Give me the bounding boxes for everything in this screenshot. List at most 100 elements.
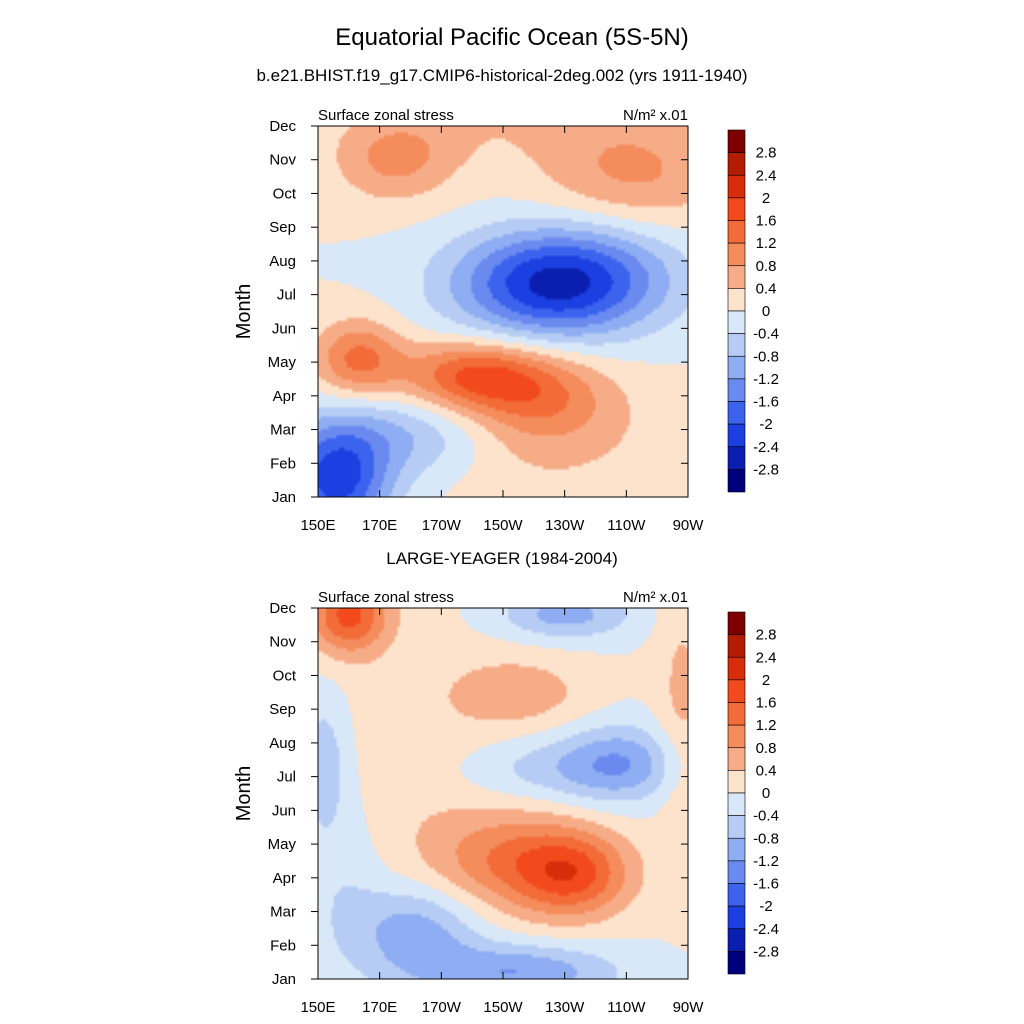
y-tick-label: Jun xyxy=(272,802,296,819)
y-tick-label: Jul xyxy=(277,769,296,786)
colorbar-swatch xyxy=(727,611,746,635)
colorbar-swatch xyxy=(727,174,746,199)
y-tick-label: Jul xyxy=(277,287,296,304)
colorbar-label: -0.4 xyxy=(753,326,779,343)
colorbar-label: -0.4 xyxy=(753,808,779,825)
x-tick-label: 150W xyxy=(483,517,523,534)
colorbar-swatch xyxy=(727,724,746,749)
x-tick-label: 150W xyxy=(483,999,523,1016)
x-tick-label: 90W xyxy=(673,517,705,534)
colorbar-swatch xyxy=(727,401,746,425)
colorbar-swatch xyxy=(727,265,746,289)
x-tick-label: 150E xyxy=(300,999,335,1016)
colorbar-swatch xyxy=(727,333,746,357)
panel-historical: b.e21.BHIST.f19_g17.CMIP6-historical-2de… xyxy=(233,66,779,534)
colorbar-label: 0 xyxy=(762,303,770,320)
y-tick-label: Feb xyxy=(270,937,296,954)
colorbar-swatch xyxy=(727,815,746,839)
colorbar-swatch xyxy=(727,928,746,952)
y-tick-label: Mar xyxy=(270,904,296,921)
y-tick-label: Dec xyxy=(269,600,296,617)
colorbar-swatch xyxy=(727,770,746,794)
contour-field xyxy=(318,608,688,979)
colorbar-label: -2.4 xyxy=(753,921,779,938)
colorbar-swatch xyxy=(727,702,746,726)
units-label: N/m² x.01 xyxy=(623,107,688,124)
colorbar-swatch xyxy=(727,220,746,244)
colorbar-swatch xyxy=(727,634,746,658)
y-tick-label: Jan xyxy=(272,971,296,988)
x-tick-label: 130W xyxy=(545,999,585,1016)
x-tick-label: 130W xyxy=(545,517,585,534)
colorbar-label: 0.4 xyxy=(756,762,777,779)
colorbar-swatch xyxy=(727,446,746,470)
colorbar-label: 1.2 xyxy=(756,235,777,252)
y-tick-label: Apr xyxy=(273,388,296,405)
colorbar-swatch xyxy=(727,905,746,930)
y-tick-label: Sep xyxy=(269,219,296,236)
colorbar-swatch xyxy=(727,837,746,862)
y-tick-label: Aug xyxy=(269,735,296,752)
colorbar-swatch xyxy=(727,860,746,884)
variable-label: Surface zonal stress xyxy=(318,107,454,124)
y-tick-label: May xyxy=(268,836,297,853)
colorbar-swatch xyxy=(727,469,746,493)
x-tick-label: 170E xyxy=(362,517,397,534)
colorbar-label: 1.2 xyxy=(756,717,777,734)
colorbar-label: -0.8 xyxy=(753,830,779,847)
panel-title: b.e21.BHIST.f19_g17.CMIP6-historical-2de… xyxy=(256,66,747,85)
figure-title: Equatorial Pacific Ocean (5S-5N) xyxy=(335,24,688,51)
colorbar-swatch xyxy=(727,656,746,681)
colorbar-swatch xyxy=(727,378,746,402)
x-tick-label: 170W xyxy=(422,999,462,1016)
colorbar-swatch xyxy=(727,679,746,703)
variable-label: Surface zonal stress xyxy=(318,589,454,606)
colorbar-label: 2 xyxy=(762,672,770,689)
colorbar-label: -1.2 xyxy=(753,371,779,388)
colorbar-label: -2.8 xyxy=(753,943,779,960)
y-tick-label: Jun xyxy=(272,320,296,337)
colorbar-label: 2 xyxy=(762,190,770,207)
y-tick-label: Mar xyxy=(270,422,296,439)
colorbar-label: 0.8 xyxy=(756,740,777,757)
x-tick-label: 90W xyxy=(673,999,705,1016)
colorbar-label: -1.6 xyxy=(753,394,779,411)
x-tick-label: 170W xyxy=(422,517,462,534)
y-tick-label: Apr xyxy=(273,870,296,887)
y-tick-label: Feb xyxy=(270,455,296,472)
colorbar-label: 2.4 xyxy=(756,167,777,184)
colorbar-swatch xyxy=(727,152,746,176)
y-tick-label: Nov xyxy=(269,152,296,169)
x-tick-label: 170E xyxy=(362,999,397,1016)
y-tick-label: Nov xyxy=(269,634,296,651)
colorbar-label: -2.4 xyxy=(753,439,779,456)
y-axis-title: Month xyxy=(233,766,255,822)
contour-field xyxy=(318,126,688,497)
colorbar-label: 2.8 xyxy=(756,145,777,162)
colorbar-label: -1.6 xyxy=(753,876,779,893)
colorbar-label: -2.8 xyxy=(753,461,779,478)
y-tick-label: Aug xyxy=(269,253,296,270)
y-tick-label: May xyxy=(268,354,297,371)
y-tick-label: Oct xyxy=(273,185,297,202)
colorbar-label: -2 xyxy=(759,898,772,915)
y-tick-label: Dec xyxy=(269,118,296,135)
x-tick-label: 150E xyxy=(300,517,335,534)
colorbar-swatch xyxy=(727,197,746,221)
colorbar-swatch xyxy=(727,129,746,153)
units-label: N/m² x.01 xyxy=(623,589,688,606)
colorbar-label: 0.4 xyxy=(756,280,777,297)
colorbar-swatch xyxy=(727,355,746,380)
colorbar-label: 0 xyxy=(762,785,770,802)
colorbar-swatch xyxy=(727,310,746,334)
y-tick-label: Oct xyxy=(273,667,297,684)
colorbar-label: 2.8 xyxy=(756,627,777,644)
panel-title: LARGE-YEAGER (1984-2004) xyxy=(386,549,618,568)
colorbar-label: 2.4 xyxy=(756,649,777,666)
y-tick-label: Sep xyxy=(269,701,296,718)
colorbar-swatch xyxy=(727,288,746,312)
panel-large-yeager: LARGE-YEAGER (1984-2004) Surface zonal st… xyxy=(233,549,779,1016)
colorbar-swatch xyxy=(727,423,746,448)
colorbar-label: -2 xyxy=(759,416,772,433)
